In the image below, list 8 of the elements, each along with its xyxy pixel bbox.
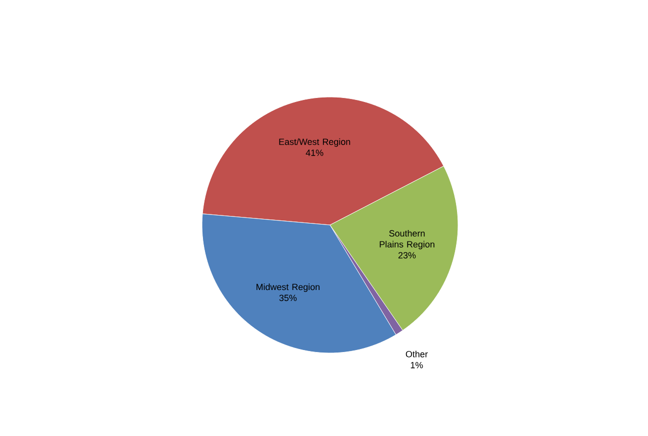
data-label: 23% <box>398 252 416 258</box>
slice-label: East/West Region <box>279 138 350 147</box>
data-label: 35% <box>279 294 297 302</box>
slice-label: Southern Plains Region <box>380 230 434 250</box>
data-label: 41% <box>306 150 324 156</box>
slice-label: Midwest Region <box>256 284 320 292</box>
data-label: 1% <box>410 362 423 368</box>
slice-label: Other <box>406 350 428 358</box>
